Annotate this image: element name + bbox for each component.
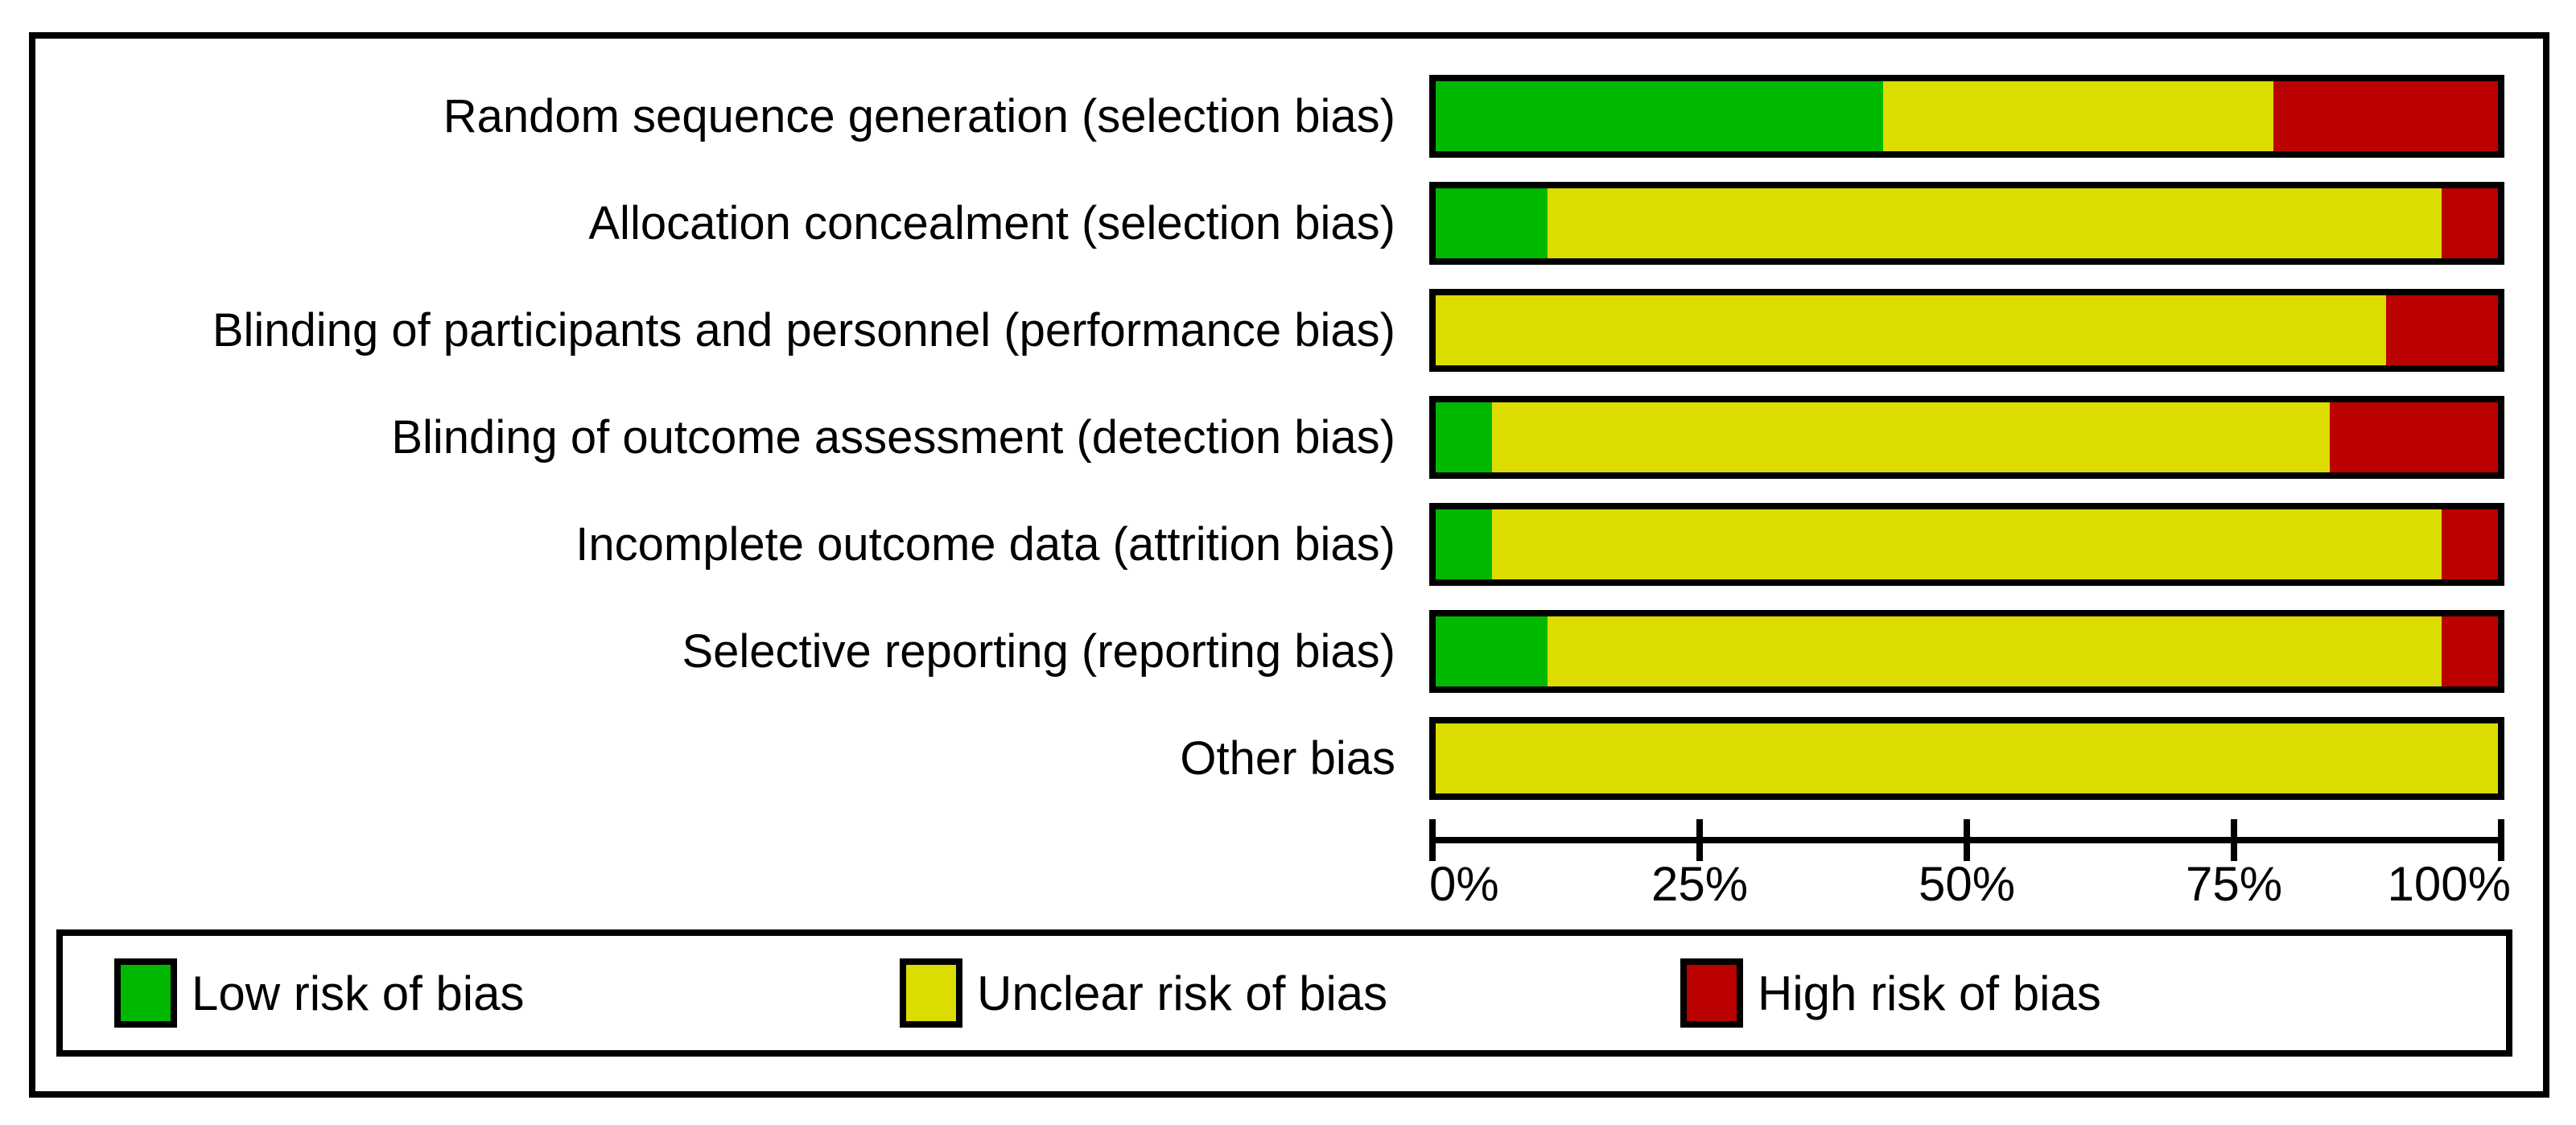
- legend-label-low-risk: Low risk of bias: [192, 966, 525, 1020]
- x-axis-tick-label: 75%: [2185, 857, 2283, 911]
- category-label: Blinding of outcome assessment (detectio…: [391, 411, 1395, 464]
- legend-swatch-unclear-risk: [900, 958, 962, 1028]
- segment-high-risk: [2442, 616, 2498, 686]
- segment-unclear-risk: [1491, 402, 2331, 472]
- segment-low-risk: [1436, 81, 1883, 151]
- chart-frame: Random sequence generation (selection bi…: [29, 32, 2549, 1098]
- category-label: Selective reporting (reporting bias): [682, 625, 1395, 678]
- category-label: Incomplete outcome data (attrition bias): [575, 518, 1395, 571]
- segment-high-risk: [2330, 402, 2498, 472]
- stacked-bar: [1429, 503, 2504, 586]
- stacked-bar: [1429, 717, 2504, 800]
- category-label: Blinding of participants and personnel (…: [212, 304, 1395, 356]
- bar-row: Selective reporting (reporting bias): [35, 610, 2543, 693]
- x-axis-tick: [2498, 819, 2504, 861]
- legend-box: Low risk of bias Unclear risk of bias Hi…: [56, 929, 2512, 1057]
- stacked-bar: [1429, 75, 2504, 158]
- legend-swatch-low-risk: [114, 958, 177, 1028]
- category-label: Other bias: [1180, 732, 1395, 785]
- stacked-bar: [1429, 396, 2504, 479]
- legend-label-high-risk: High risk of bias: [1758, 966, 2101, 1020]
- x-axis-tick: [2231, 819, 2237, 861]
- category-label: Allocation concealment (selection bias): [588, 197, 1395, 249]
- x-axis-tick-label: 100%: [2387, 857, 2511, 911]
- category-label: Random sequence generation (selection bi…: [443, 90, 1395, 142]
- x-axis-tick: [1429, 819, 1436, 861]
- bar-row: Blinding of participants and personnel (…: [35, 289, 2543, 372]
- stacked-bar: [1429, 182, 2504, 265]
- legend-entry-low-risk: Low risk of bias: [114, 936, 525, 1050]
- x-axis-tick-label: 0%: [1429, 857, 1499, 911]
- segment-low-risk: [1436, 188, 1548, 258]
- segment-unclear-risk: [1436, 723, 2498, 793]
- bar-row: Allocation concealment (selection bias): [35, 182, 2543, 265]
- legend-entry-high-risk: High risk of bias: [1680, 936, 2101, 1050]
- segment-unclear-risk: [1547, 188, 2442, 258]
- bar-row: Random sequence generation (selection bi…: [35, 75, 2543, 158]
- segment-high-risk: [2442, 509, 2498, 579]
- segment-low-risk: [1436, 509, 1492, 579]
- stacked-bar: [1429, 289, 2504, 372]
- stacked-bar: [1429, 610, 2504, 693]
- legend-label-unclear-risk: Unclear risk of bias: [977, 966, 1388, 1020]
- segment-high-risk: [2386, 295, 2498, 365]
- legend-swatch-high-risk: [1680, 958, 1743, 1028]
- segment-unclear-risk: [1547, 616, 2442, 686]
- legend-entry-unclear-risk: Unclear risk of bias: [900, 936, 1387, 1050]
- segment-unclear-risk: [1436, 295, 2387, 365]
- segment-high-risk: [2273, 81, 2498, 151]
- x-axis-tick-label: 50%: [1918, 857, 2016, 911]
- segment-unclear-risk: [1882, 81, 2274, 151]
- segment-low-risk: [1436, 402, 1492, 472]
- bar-row: Other bias: [35, 717, 2543, 800]
- bar-row: Blinding of outcome assessment (detectio…: [35, 396, 2543, 479]
- segment-unclear-risk: [1491, 509, 2442, 579]
- x-axis-tick: [1696, 819, 1703, 861]
- segment-low-risk: [1436, 616, 1548, 686]
- bar-row: Incomplete outcome data (attrition bias): [35, 503, 2543, 586]
- x-axis-tick: [1964, 819, 1970, 861]
- x-axis-tick-label: 25%: [1651, 857, 1749, 911]
- segment-high-risk: [2442, 188, 2498, 258]
